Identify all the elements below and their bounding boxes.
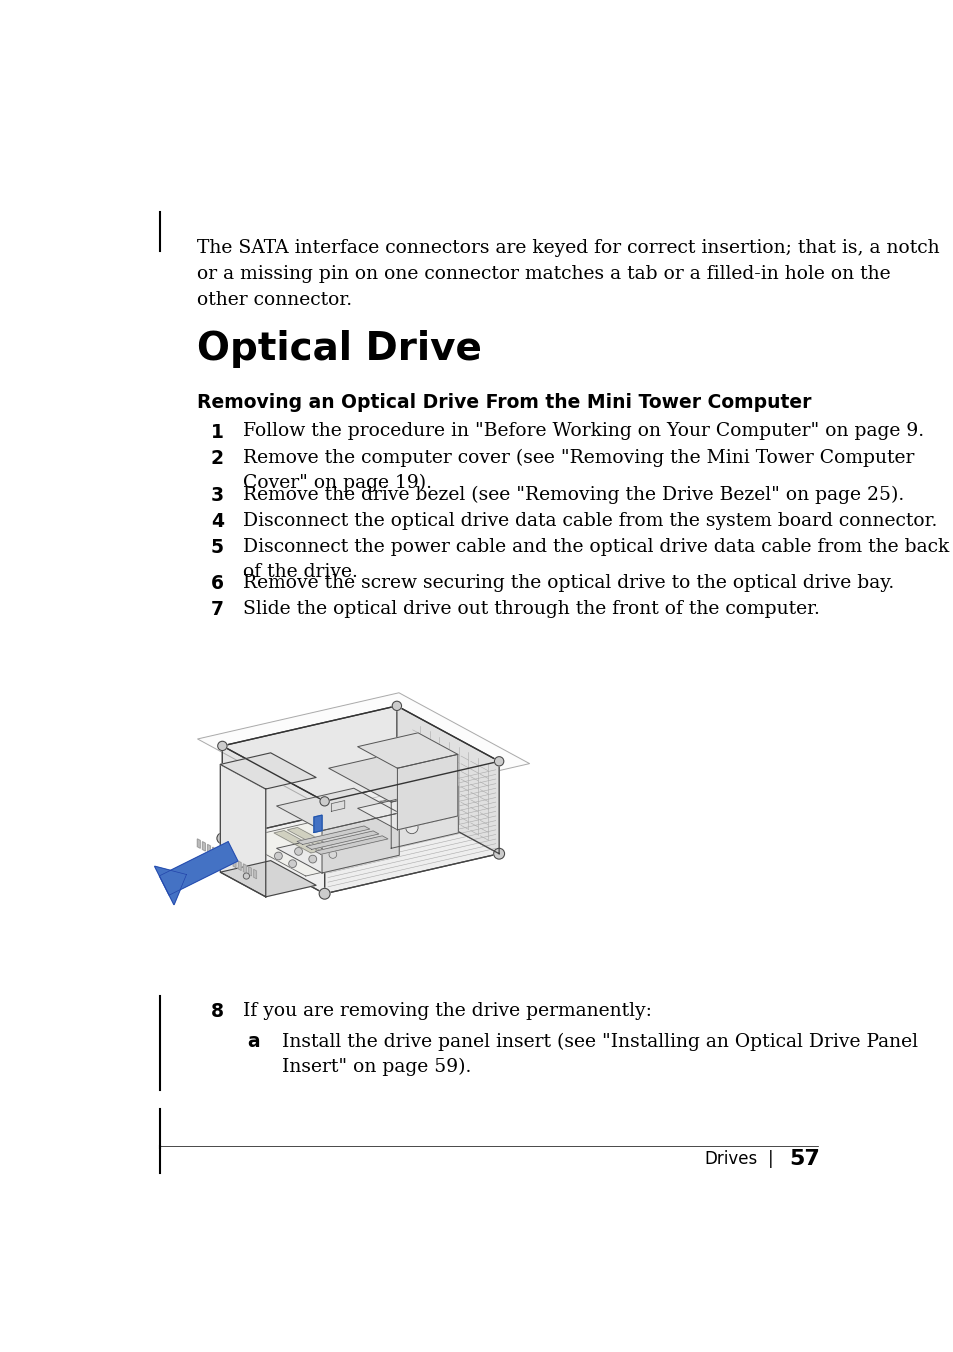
Circle shape: [494, 848, 504, 859]
Polygon shape: [276, 830, 398, 873]
Polygon shape: [220, 861, 315, 896]
Text: Optical Drive: Optical Drive: [196, 330, 481, 368]
Text: Disconnect the power cable and the optical drive data cable from the back
of the: Disconnect the power cable and the optic…: [243, 538, 948, 581]
Polygon shape: [397, 754, 457, 830]
Polygon shape: [276, 788, 398, 830]
Polygon shape: [322, 813, 398, 873]
Polygon shape: [314, 836, 388, 854]
Text: 3: 3: [211, 485, 224, 504]
Text: Disconnect the optical drive data cable from the system board connector.: Disconnect the optical drive data cable …: [243, 512, 937, 530]
Text: |: |: [766, 1151, 772, 1168]
Polygon shape: [296, 826, 370, 845]
Text: The SATA interface connectors are keyed for correct insertion; that is, a notch
: The SATA interface connectors are keyed …: [196, 239, 939, 308]
Text: a: a: [247, 1033, 259, 1052]
Polygon shape: [159, 842, 237, 895]
Polygon shape: [324, 761, 498, 894]
Polygon shape: [329, 753, 457, 802]
Circle shape: [329, 850, 336, 859]
Polygon shape: [329, 799, 457, 848]
Text: Follow the procedure in "Before Working on Your Computer" on page 9.: Follow the procedure in "Before Working …: [243, 422, 923, 441]
Circle shape: [274, 852, 282, 860]
Circle shape: [319, 888, 330, 899]
Text: Remove the screw securing the optical drive to the optical drive bay.: Remove the screw securing the optical dr…: [243, 575, 894, 592]
Circle shape: [391, 792, 402, 803]
Text: 5: 5: [211, 538, 223, 557]
Circle shape: [494, 757, 503, 767]
Text: 57: 57: [789, 1149, 820, 1169]
Text: Remove the drive bezel (see "Removing the Drive Bezel" on page 25).: Remove the drive bezel (see "Removing th…: [243, 485, 903, 504]
Polygon shape: [220, 753, 315, 790]
Text: Remove the computer cover (see "Removing the Mini Tower Computer
Cover" on page : Remove the computer cover (see "Removing…: [243, 449, 914, 492]
Polygon shape: [287, 827, 335, 850]
Circle shape: [405, 822, 417, 834]
Polygon shape: [222, 706, 396, 838]
Text: 2: 2: [211, 449, 223, 468]
Circle shape: [243, 873, 250, 879]
Text: 4: 4: [211, 512, 223, 531]
Circle shape: [309, 856, 316, 863]
Polygon shape: [238, 861, 241, 871]
Polygon shape: [202, 842, 205, 850]
Polygon shape: [357, 733, 457, 768]
Polygon shape: [233, 859, 235, 868]
Circle shape: [392, 702, 401, 711]
Polygon shape: [331, 800, 344, 811]
Text: Slide the optical drive out through the front of the computer.: Slide the optical drive out through the …: [243, 600, 820, 618]
Polygon shape: [314, 815, 322, 833]
Polygon shape: [237, 818, 395, 876]
Polygon shape: [391, 787, 457, 848]
Polygon shape: [220, 764, 266, 896]
Polygon shape: [222, 798, 498, 894]
Text: 8: 8: [211, 1002, 223, 1021]
Polygon shape: [197, 838, 200, 848]
Polygon shape: [274, 830, 320, 853]
Text: Removing an Optical Drive From the Mini Tower Computer: Removing an Optical Drive From the Mini …: [196, 393, 810, 412]
Text: 7: 7: [211, 600, 223, 619]
Polygon shape: [154, 867, 186, 904]
Circle shape: [216, 833, 228, 844]
Polygon shape: [306, 831, 378, 849]
Circle shape: [319, 796, 329, 806]
Text: 1: 1: [211, 422, 223, 442]
Polygon shape: [217, 850, 220, 860]
Polygon shape: [197, 692, 529, 810]
Polygon shape: [213, 848, 215, 856]
Text: 6: 6: [211, 575, 223, 594]
Polygon shape: [223, 853, 226, 863]
Text: Install the drive panel insert (see "Installing an Optical Drive Panel
Insert" o: Install the drive panel insert (see "Ins…: [282, 1033, 917, 1076]
Polygon shape: [253, 869, 256, 879]
Text: Drives: Drives: [703, 1151, 757, 1168]
Circle shape: [217, 741, 227, 750]
Circle shape: [289, 860, 296, 868]
Polygon shape: [228, 856, 231, 865]
Polygon shape: [396, 706, 498, 853]
Polygon shape: [222, 746, 324, 894]
Text: If you are removing the drive permanently:: If you are removing the drive permanentl…: [243, 1002, 652, 1019]
Polygon shape: [243, 864, 246, 873]
Polygon shape: [208, 845, 211, 853]
Circle shape: [294, 848, 302, 856]
Polygon shape: [248, 867, 251, 876]
Polygon shape: [357, 795, 457, 830]
Circle shape: [314, 842, 322, 850]
